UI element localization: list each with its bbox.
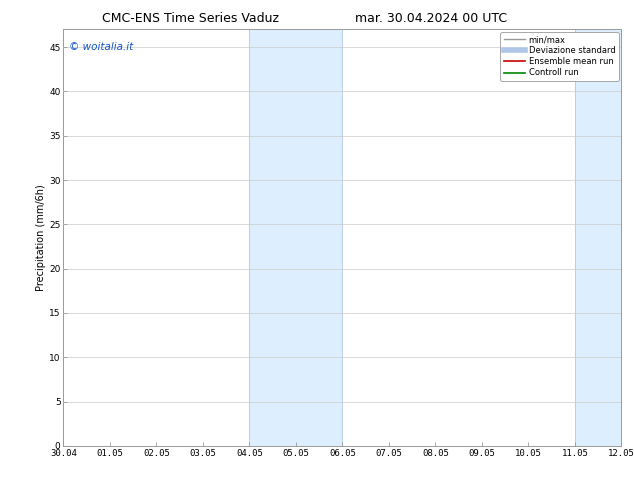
Legend: min/max, Deviazione standard, Ensemble mean run, Controll run: min/max, Deviazione standard, Ensemble m… — [500, 32, 619, 81]
Text: © woitalia.it: © woitalia.it — [69, 42, 133, 52]
Y-axis label: Precipitation (mm/6h): Precipitation (mm/6h) — [36, 184, 46, 291]
Bar — [249, 29, 342, 446]
Text: mar. 30.04.2024 00 UTC: mar. 30.04.2024 00 UTC — [355, 12, 507, 25]
Text: CMC-ENS Time Series Vaduz: CMC-ENS Time Series Vaduz — [101, 12, 279, 25]
Bar — [575, 29, 634, 446]
